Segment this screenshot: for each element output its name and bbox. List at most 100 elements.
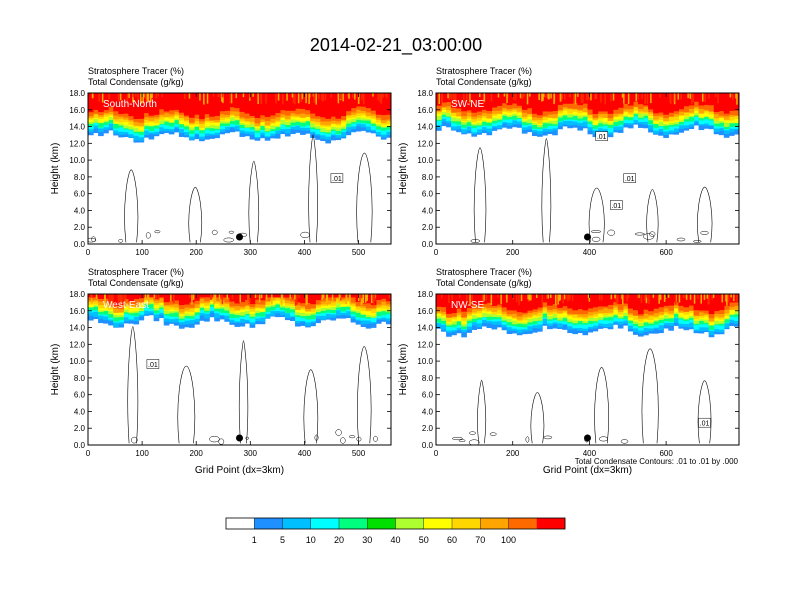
x-tick-label: 500 (352, 449, 366, 458)
condensate-contour (697, 380, 712, 444)
condensate-contour (541, 138, 552, 243)
y-tick-label: 10.0 (69, 357, 85, 366)
condensate-contour (118, 239, 124, 243)
condensate-contour (335, 429, 342, 436)
x-tick-label: 500 (352, 248, 366, 257)
y-tick-label: 10.0 (69, 156, 85, 165)
condensate-contour (594, 367, 609, 444)
condensate-contour (591, 236, 601, 242)
colorbar-label: 40 (390, 535, 400, 545)
condensate-contour (145, 232, 151, 239)
x-tick-label: 300 (244, 248, 258, 257)
condensate-contour (238, 340, 249, 444)
colorbar-swatch (452, 518, 481, 529)
condensate-contour (468, 439, 480, 445)
location-marker (584, 233, 591, 241)
y-tick-label: 14.0 (69, 324, 85, 333)
y-tick-label: 18.0 (69, 89, 85, 98)
y-tick-label: 18.0 (417, 290, 433, 299)
x-axis-label: Grid Point (dx=3km) (195, 465, 284, 476)
location-marker (236, 233, 243, 241)
y-tick-label: 6.0 (422, 391, 434, 400)
colorbar-label: 10 (306, 535, 316, 545)
colorbar-swatch (310, 518, 340, 529)
condensate-contour (700, 230, 709, 235)
y-tick-label: 6.0 (74, 391, 86, 400)
condensate-contour (228, 230, 235, 234)
condensate-contour (218, 438, 225, 445)
condensate-contour (373, 435, 378, 442)
x-tick-label: 0 (86, 449, 91, 458)
condensate-contour (525, 436, 530, 443)
condensate-contour (303, 369, 319, 444)
panel-sw-ne: Stratosphere Tracer (%)Total Condensate … (398, 66, 740, 257)
panel-nw-se: Stratosphere Tracer (%)Total Condensate … (398, 267, 740, 476)
y-tick-label: 0.0 (74, 240, 86, 249)
y-axis-label: Height (km) (398, 344, 409, 396)
figure-title: 2014-02-21_03:00:00 (310, 35, 482, 56)
condensate-contour (543, 435, 553, 440)
condensate-contour (646, 189, 659, 243)
condensate-contour (676, 237, 686, 242)
colorbar-label: 100 (501, 535, 516, 545)
x-tick-label: 600 (659, 449, 673, 458)
colorbar-swatch (282, 518, 312, 529)
condensate-contour (598, 436, 609, 442)
y-axis-label: Height (km) (50, 143, 61, 195)
colorbar-label: 60 (447, 535, 457, 545)
condensate-contour (634, 232, 645, 236)
contour-label: .01 (625, 176, 635, 183)
location-marker (236, 434, 243, 442)
condensate-contour (223, 237, 234, 243)
y-tick-label: 14.0 (417, 324, 433, 333)
plot-area-nw-se: .01 (436, 294, 739, 445)
panel-subtitle-west-east: Total Condensate (g/kg) (88, 278, 184, 288)
condensate-contour (124, 169, 139, 243)
condensate-contour (245, 436, 249, 440)
x-tick-label: 400 (583, 248, 597, 257)
condensate-contour (131, 436, 138, 444)
y-tick-label: 0.0 (422, 441, 434, 450)
y-tick-label: 2.0 (422, 424, 434, 433)
y-tick-label: 4.0 (74, 407, 86, 416)
x-tick-label: 100 (135, 449, 149, 458)
x-axis-label: Grid Point (dx=3km) (543, 465, 632, 476)
y-tick-label: 10.0 (417, 357, 433, 366)
plot-frame (435, 293, 740, 446)
contour-footnote: Total Condensate Contours: .01 to .01 by… (575, 457, 739, 466)
y-tick-label: 0.0 (74, 441, 86, 450)
contour-label-box (595, 131, 608, 141)
condensate-contour (641, 348, 659, 444)
condensate-contour (643, 233, 655, 240)
x-tick-label: 200 (190, 449, 204, 458)
contour-label: .01 (597, 134, 607, 141)
y-tick-label: 10.0 (417, 156, 433, 165)
x-tick-label: 100 (135, 248, 149, 257)
y-tick-label: 4.0 (422, 407, 434, 416)
condensate-contour (530, 392, 545, 444)
colorbar-label: 20 (334, 535, 344, 545)
x-tick-label: 400 (583, 449, 597, 458)
y-tick-label: 2.0 (74, 424, 86, 433)
condensate-contour (188, 186, 203, 243)
x-tick-label: 200 (506, 449, 520, 458)
contour-label: .01 (332, 176, 342, 183)
condensate-contour (588, 187, 605, 243)
condensate-contour (340, 437, 346, 444)
condensate-contour (314, 434, 319, 441)
x-tick-label: 400 (298, 449, 312, 458)
y-tick-label: 12.0 (69, 340, 85, 349)
condensate-contour (452, 436, 463, 441)
y-tick-label: 2.0 (74, 223, 86, 232)
panel-label-south-north: South-North (103, 99, 157, 110)
panel-label-nw-se: NW-SE (451, 300, 484, 311)
y-tick-label: 14.0 (69, 123, 85, 132)
colorbar-swatch (367, 518, 396, 529)
colorbar-label: 1 (252, 535, 257, 545)
plot-frame (87, 92, 392, 245)
location-marker (584, 434, 591, 442)
condensate-contour (308, 134, 318, 243)
condensate-contour (470, 239, 481, 243)
colorbar-swatch (254, 518, 283, 529)
